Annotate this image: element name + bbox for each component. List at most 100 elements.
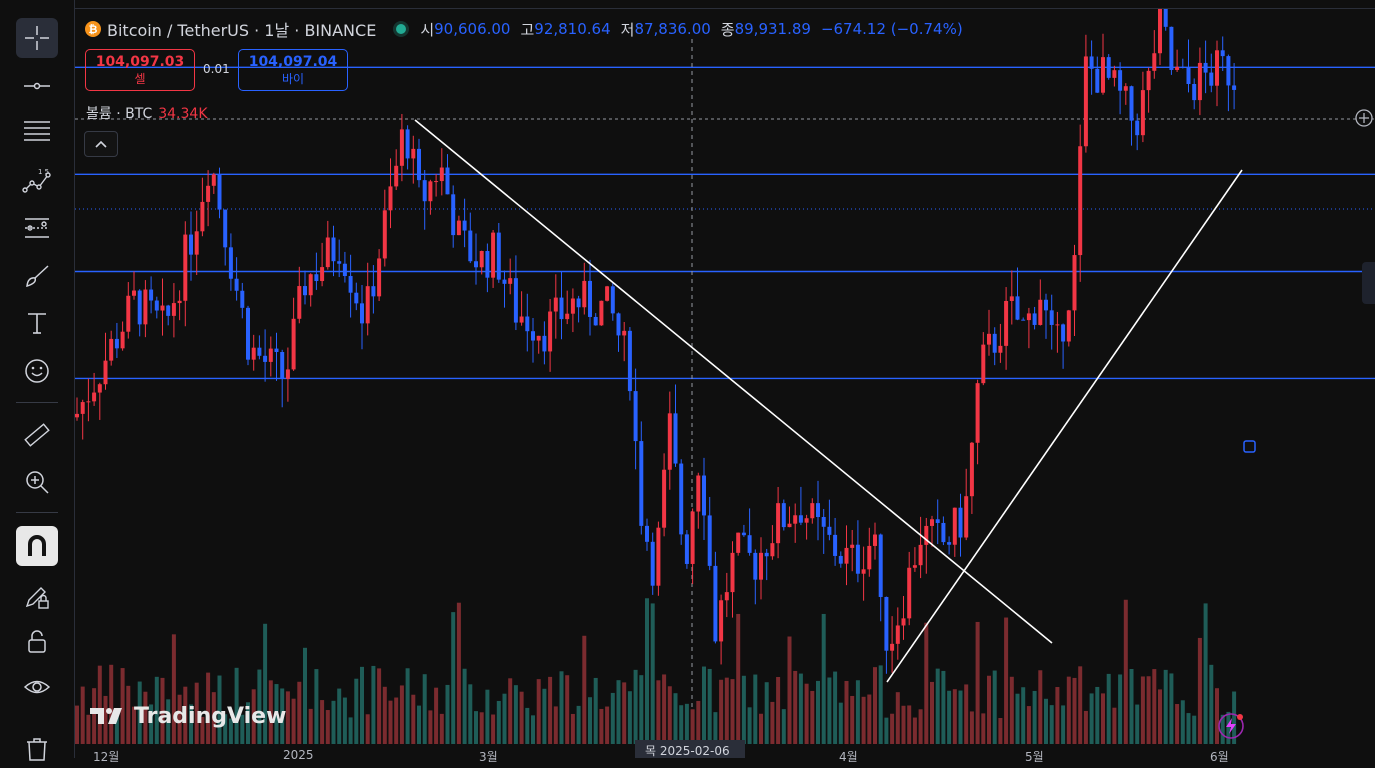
- candle-body: [348, 276, 353, 293]
- crosshair-tool[interactable]: [16, 18, 58, 58]
- volume-bar: [1175, 704, 1180, 744]
- volume-bar: [747, 707, 752, 744]
- volume-bar: [177, 694, 182, 744]
- forecast-tool[interactable]: [16, 208, 58, 248]
- candle-body: [468, 230, 473, 262]
- volume-bar: [360, 666, 364, 744]
- candle-body: [240, 290, 245, 308]
- candle-body: [291, 318, 296, 370]
- candle-body: [1061, 324, 1066, 342]
- sell-button[interactable]: 104,097.03 셀: [85, 49, 195, 91]
- candle-body: [211, 174, 216, 186]
- volume-bar: [382, 686, 387, 744]
- candle-body: [605, 286, 610, 301]
- candle-body: [553, 297, 558, 312]
- candle-body: [399, 129, 404, 166]
- delete-tool[interactable]: [16, 728, 58, 768]
- zoom-in-tool[interactable]: [16, 462, 58, 502]
- candle-body: [679, 463, 684, 535]
- volume-bar: [1146, 676, 1151, 744]
- candle-body: [610, 286, 615, 314]
- ruler-tool[interactable]: [16, 415, 58, 455]
- text-tool[interactable]: [16, 303, 58, 343]
- volume-bar: [1049, 705, 1054, 744]
- brush-tool[interactable]: [16, 256, 58, 296]
- volume-bar: [633, 669, 638, 744]
- volume-bar: [958, 690, 963, 744]
- volume-bar: [1083, 710, 1088, 744]
- volume-bar: [354, 678, 359, 744]
- collapse-legend-button[interactable]: [84, 131, 118, 157]
- volume-bar: [1215, 688, 1219, 744]
- symbol-legend: ₿ Bitcoin / TetherUS · 1날 · BINANCE 시 90,…: [85, 18, 963, 40]
- candle-body: [325, 237, 330, 268]
- volume-bar: [656, 680, 661, 744]
- patterns-tool[interactable]: 1 5: [16, 161, 58, 201]
- add-plus-icon[interactable]: [1354, 108, 1374, 128]
- buy-button[interactable]: 104,097.04 바이: [238, 49, 348, 91]
- candle-body: [855, 544, 860, 574]
- lightning-alert-icon[interactable]: [1216, 711, 1246, 741]
- candle-body: [645, 525, 649, 542]
- lock-all-tool[interactable]: [16, 622, 58, 662]
- candle-body: [622, 330, 627, 336]
- candle-body: [975, 383, 980, 443]
- candle-body: [519, 316, 524, 323]
- volume-bar: [86, 714, 91, 744]
- volume-bar: [770, 701, 775, 744]
- volume-bar: [719, 679, 724, 744]
- volume-bar: [650, 603, 655, 744]
- volume-bar: [553, 706, 558, 744]
- lock-drawings-tool[interactable]: [16, 576, 58, 616]
- trend-line-icon: [24, 82, 50, 90]
- trend-line-tool[interactable]: [16, 66, 58, 106]
- candle-body: [308, 274, 313, 296]
- right-panel-handle[interactable]: [1362, 262, 1375, 304]
- candle-body: [901, 618, 906, 626]
- fib-retracement-tool[interactable]: [16, 112, 58, 152]
- candle-body: [285, 369, 290, 379]
- candle-body: [639, 441, 644, 526]
- volume-bar: [918, 709, 923, 744]
- volume-bar: [713, 712, 718, 744]
- candle-body: [662, 469, 667, 528]
- candle-body: [582, 280, 587, 308]
- volume-bar: [75, 705, 79, 744]
- magnet-tool[interactable]: [16, 526, 58, 566]
- chart-canvas[interactable]: [75, 9, 1375, 759]
- volume-bar: [502, 693, 507, 744]
- volume-bar: [257, 669, 262, 744]
- sell-price: 104,097.03: [95, 54, 185, 70]
- change-value: −674.12 (−0.74%): [820, 20, 963, 38]
- low-label: 저: [620, 20, 635, 39]
- candle-body: [377, 258, 382, 297]
- volume-legend[interactable]: 볼륨 · BTC 34.34K: [86, 103, 208, 123]
- candle-body: [759, 552, 763, 580]
- volume-bar: [798, 673, 803, 744]
- candle-body: [337, 261, 342, 264]
- volume-bar: [873, 667, 877, 744]
- volume-bar: [964, 684, 969, 744]
- volume-bar: [787, 636, 792, 744]
- candle-body: [200, 201, 205, 232]
- candle-body: [1180, 66, 1185, 68]
- volume-bar: [1220, 714, 1225, 744]
- volume-bar: [998, 717, 1003, 744]
- hide-drawings-tool[interactable]: [16, 667, 58, 707]
- chart-pane[interactable]: [75, 8, 1375, 759]
- emoji-tool[interactable]: [16, 351, 58, 391]
- candle-body: [257, 347, 262, 356]
- candle-body: [143, 289, 148, 325]
- candle-body: [935, 519, 940, 523]
- candle-body: [274, 348, 279, 353]
- volume-bar: [1015, 693, 1020, 744]
- candle-body: [405, 129, 410, 159]
- candle-body: [320, 267, 325, 282]
- candle-body: [1072, 255, 1077, 311]
- volume-bar: [434, 687, 439, 744]
- symbol-title[interactable]: Bitcoin / TetherUS · 1날 · BINANCE: [107, 21, 377, 40]
- volume-bar: [183, 686, 188, 744]
- candle-body: [388, 186, 393, 211]
- volume-bar: [781, 709, 786, 744]
- candle-body: [941, 522, 946, 543]
